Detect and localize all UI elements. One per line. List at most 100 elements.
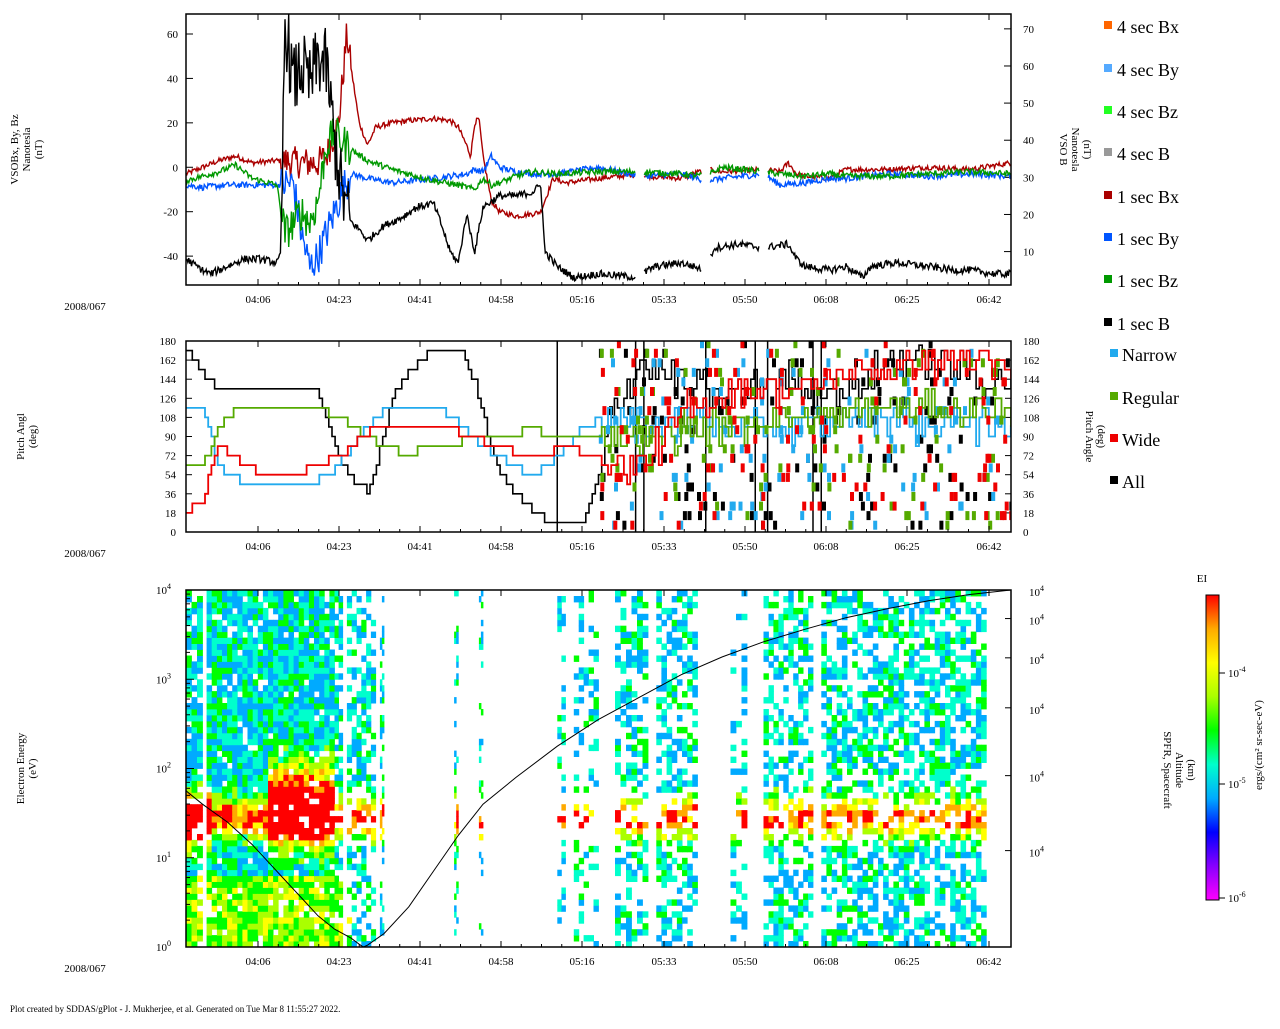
spec-cell	[366, 881, 372, 888]
spec-cell	[960, 780, 967, 787]
spec-cell	[793, 738, 799, 746]
spec-cell	[620, 697, 627, 704]
pitch-data-block	[700, 341, 704, 349]
spec-cell	[232, 601, 238, 609]
spec-cell	[351, 941, 357, 947]
spec-cell	[919, 709, 925, 716]
pitch-data-block	[891, 358, 896, 368]
spec-cell	[247, 673, 253, 680]
spec-cell	[661, 917, 667, 924]
spec-cell	[831, 661, 838, 668]
spec-cell	[631, 804, 638, 811]
spec-cell	[955, 715, 961, 722]
spec-cell	[314, 637, 320, 644]
spec-cell	[642, 863, 649, 871]
spec-cell	[319, 822, 325, 829]
spec-cell	[826, 792, 832, 799]
spec-cell	[826, 929, 832, 936]
spec-cell	[278, 857, 284, 865]
spec-cell	[308, 869, 315, 877]
spec-cell	[288, 697, 294, 704]
spec-cell	[242, 691, 248, 698]
spec-cell	[262, 893, 269, 900]
spec-cell	[888, 619, 894, 627]
spec-cell	[950, 649, 956, 656]
spec-cell	[308, 673, 315, 680]
spec-cell	[237, 810, 243, 817]
pitch-data-block	[866, 511, 871, 521]
spec-cell	[247, 851, 253, 859]
spec-cell	[273, 649, 279, 656]
spec-cell	[232, 619, 238, 627]
spec-cell	[454, 822, 457, 829]
spec-cell	[262, 816, 269, 823]
spec-cell	[888, 613, 894, 621]
pitch-data-block	[606, 425, 610, 435]
spec-cell	[283, 917, 289, 924]
spec-cell	[852, 607, 858, 615]
spec-cell	[687, 679, 693, 686]
spec-cell	[692, 590, 698, 597]
spec-ytick-right-label-exp: 4	[1040, 613, 1044, 622]
spec-cell	[788, 715, 794, 722]
spec-cell	[222, 839, 228, 847]
spec-cell	[191, 935, 198, 942]
spec-cell	[381, 691, 385, 698]
spec-cell	[252, 590, 259, 597]
spec-cell	[273, 828, 279, 835]
spec-cell	[268, 881, 274, 888]
spec-cell	[252, 703, 259, 710]
spec-cell	[257, 869, 264, 877]
spec-cell	[216, 834, 223, 841]
spec-cell	[283, 601, 289, 609]
spec-cell	[191, 756, 198, 763]
spec-cell	[593, 709, 599, 716]
spec-cell	[206, 649, 213, 656]
spec-cell	[186, 935, 192, 942]
spec-cell	[788, 637, 794, 644]
spec-cell	[637, 917, 643, 924]
spec-cell	[637, 643, 643, 650]
spec-cell	[803, 923, 809, 930]
legend-label: 4 sec Bx	[1117, 17, 1179, 37]
spec-cell	[960, 679, 967, 686]
spec-cell	[351, 905, 357, 912]
spec-cell	[268, 941, 274, 947]
spec-cell	[981, 804, 987, 811]
spec-cell	[798, 697, 804, 704]
spec-cell	[847, 703, 853, 710]
spec-cell	[637, 625, 643, 633]
spec-cell	[893, 625, 899, 633]
spec-cell	[370, 744, 377, 752]
spec-cell	[955, 917, 961, 924]
spec-cell	[919, 768, 925, 775]
spec-cell	[919, 643, 925, 650]
spec-cell	[273, 875, 279, 882]
spec-cell	[836, 625, 843, 633]
spec-cell	[793, 911, 799, 918]
spec-cell	[841, 869, 848, 877]
spec-cell	[351, 619, 357, 627]
spec-cell	[252, 596, 259, 603]
spec-cell	[924, 703, 930, 710]
spec-cell	[821, 619, 827, 627]
spec-cell	[862, 726, 869, 734]
spec-cell	[252, 768, 259, 775]
pitch-data-block	[630, 520, 635, 530]
spec-cell	[878, 869, 884, 877]
spec-cell	[975, 715, 982, 722]
spec-cell	[206, 596, 213, 603]
spec-cell	[741, 590, 748, 597]
spec-cell	[919, 750, 925, 757]
spec-cell	[692, 804, 698, 811]
spec-cell	[227, 649, 233, 656]
spec-cell	[960, 822, 967, 829]
spec-cell	[687, 834, 693, 841]
pitch-data-block	[730, 444, 735, 454]
pitch-data-block	[813, 463, 818, 473]
spec-cell	[857, 875, 863, 882]
spec-cell	[314, 619, 320, 627]
spec-cell	[334, 685, 339, 692]
spec-cell	[924, 756, 930, 763]
spec-cell	[960, 851, 967, 859]
